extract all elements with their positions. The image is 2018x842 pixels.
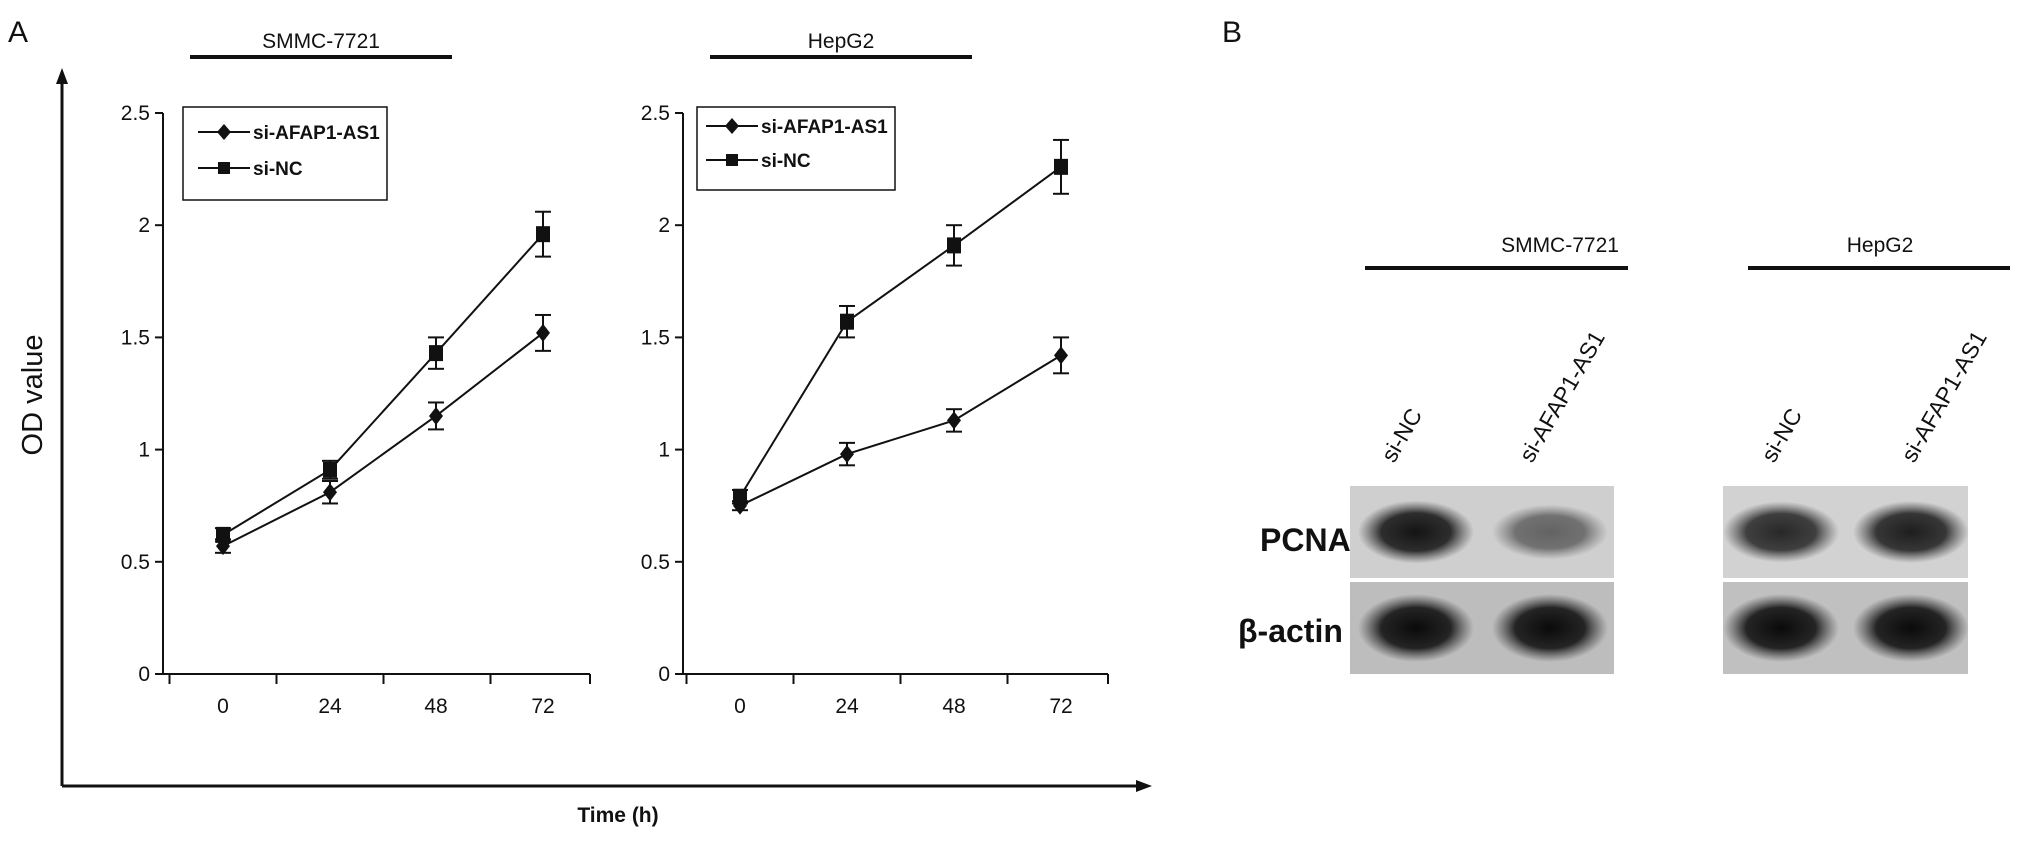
shared-axes: OD value Time (h)	[17, 68, 1152, 827]
lane-label: si-NC	[1376, 404, 1427, 467]
y-axis-label: OD value	[17, 335, 49, 456]
x-tick-label: 0	[734, 695, 746, 718]
y-tick-label: 2	[138, 214, 150, 237]
series-line-si-NC	[222, 233, 544, 536]
blot-band-β-actin	[1358, 594, 1474, 662]
chart-hepg2: HepG2 0 0.5 1 1.5 2 2.5 0 24 48 72 si-AFAP1-AS1 s…	[641, 30, 1109, 718]
lane-label: si-AFAP1-AS1	[1896, 326, 1992, 466]
y-tick-label: 2	[658, 214, 670, 237]
data-point-square	[1054, 158, 1068, 175]
legend-marker-diamond	[725, 118, 739, 134]
lane-label: si-AFAP1-AS1	[1514, 326, 1610, 466]
data-point-diamond	[947, 411, 961, 430]
panel-label-b: B	[1222, 16, 1242, 49]
data-point-diamond	[840, 445, 854, 464]
data-point-diamond	[536, 323, 550, 342]
legend-box	[182, 106, 388, 201]
x-tick-label: 48	[942, 695, 965, 718]
chart-legend: si-AFAP1-AS1 si-NC	[696, 106, 896, 191]
x-axis-label: Time (h)	[577, 804, 658, 827]
x-tick-label: 24	[835, 695, 859, 718]
legend-label-1: si-AFAP1-AS1	[253, 123, 380, 144]
blot-band-β-actin	[1492, 594, 1608, 662]
legend-label-2: si-NC	[253, 159, 303, 180]
y-tick-label: 0.5	[641, 551, 670, 574]
data-point-square	[429, 345, 443, 362]
y-tick-label: 1.5	[641, 326, 670, 349]
blot-group-title-2: HepG2	[1847, 234, 1914, 257]
legend-marker-square	[218, 162, 230, 174]
blot-group-title-1: SMMC-7721	[1501, 234, 1619, 257]
data-point-square	[947, 237, 961, 254]
legend-marker-square	[726, 154, 738, 166]
data-point-diamond	[1054, 346, 1068, 365]
blot-band-β-actin	[1723, 594, 1839, 662]
x-tick-label: 0	[217, 695, 229, 718]
blot-row-label-actin: β-actin	[1238, 613, 1343, 649]
blot-band-PCNA	[1853, 501, 1969, 563]
x-tick-label: 24	[318, 695, 342, 718]
data-point-square	[216, 526, 230, 543]
x-tick-label: 72	[1049, 695, 1072, 718]
shared-x-axis-arrow	[1136, 780, 1152, 792]
y-tick-label: 0	[138, 663, 150, 686]
y-tick-label: 1	[658, 439, 670, 462]
legend-marker-diamond	[217, 124, 231, 140]
data-point-square	[840, 313, 854, 330]
y-tick-label: 1.5	[121, 326, 150, 349]
x-tick-label: 48	[424, 695, 447, 718]
lane-label: si-NC	[1756, 404, 1807, 467]
data-point-diamond	[323, 483, 337, 502]
data-point-diamond	[429, 406, 443, 425]
y-tick-label: 0.5	[121, 551, 150, 574]
chart-title: HepG2	[808, 30, 875, 53]
blot-row-label-pcna: PCNA	[1260, 522, 1351, 558]
western-blot: SMMC-7721 HepG2 si-NC si-AFAP1-AS1 si-NC…	[1238, 234, 2010, 674]
blot-band-PCNA	[1492, 504, 1608, 560]
blot-band-β-actin	[1853, 594, 1969, 662]
data-point-square	[536, 226, 550, 243]
series-line-si-AFAP1-AS1	[222, 332, 544, 547]
panel-label-a: A	[8, 16, 28, 49]
y-tick-label: 2.5	[121, 102, 150, 125]
data-point-square	[733, 488, 747, 505]
chart-legend: si-AFAP1-AS1 si-NC	[182, 106, 388, 201]
legend-label-2: si-NC	[761, 151, 811, 172]
data-point-square	[323, 461, 337, 478]
y-tick-label: 1	[138, 439, 150, 462]
blot-band-PCNA	[1723, 501, 1839, 563]
blot-band-PCNA	[1358, 500, 1474, 564]
shared-y-axis-arrow	[56, 68, 68, 84]
legend-label-1: si-AFAP1-AS1	[761, 117, 888, 138]
series-line-si-AFAP1-AS1	[739, 354, 1062, 507]
chart-title: SMMC-7721	[262, 30, 380, 53]
x-tick-label: 72	[531, 695, 554, 718]
series-line-si-NC	[739, 166, 1062, 498]
y-tick-label: 2.5	[641, 102, 670, 125]
chart-smmc7721: SMMC-7721 0 0.5 1 1.5 2 2.5 0 24 48 72 si-AFAP1-A…	[121, 30, 591, 718]
y-tick-label: 0	[658, 663, 670, 686]
